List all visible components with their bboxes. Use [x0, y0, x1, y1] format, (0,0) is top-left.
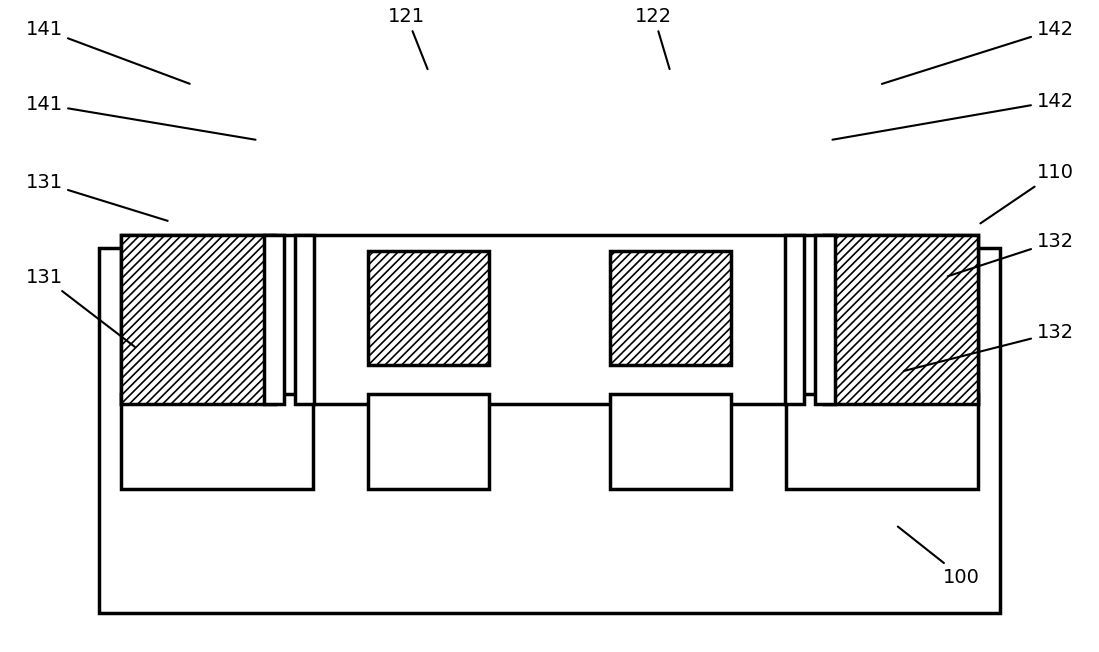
Bar — [295, 235, 314, 404]
Bar — [610, 394, 731, 489]
Text: 100: 100 — [898, 527, 980, 587]
Bar — [121, 235, 275, 404]
Bar — [785, 235, 804, 404]
Bar — [264, 235, 284, 404]
Bar — [824, 235, 978, 404]
Text: 141: 141 — [25, 20, 190, 84]
Bar — [786, 394, 978, 489]
Text: 110: 110 — [980, 163, 1074, 224]
Text: 142: 142 — [832, 91, 1074, 140]
Text: 132: 132 — [947, 231, 1074, 276]
Bar — [121, 235, 978, 404]
Text: 142: 142 — [881, 20, 1074, 84]
Bar — [368, 251, 489, 365]
Text: 132: 132 — [903, 323, 1074, 371]
Text: 121: 121 — [388, 7, 428, 69]
Text: 122: 122 — [635, 7, 673, 69]
Bar — [815, 235, 835, 404]
Bar — [121, 394, 313, 489]
Bar — [368, 394, 489, 489]
Bar — [99, 248, 1000, 613]
Text: 131: 131 — [25, 267, 135, 347]
Text: 141: 141 — [25, 95, 256, 140]
Bar — [610, 251, 731, 365]
Text: 131: 131 — [25, 173, 168, 221]
